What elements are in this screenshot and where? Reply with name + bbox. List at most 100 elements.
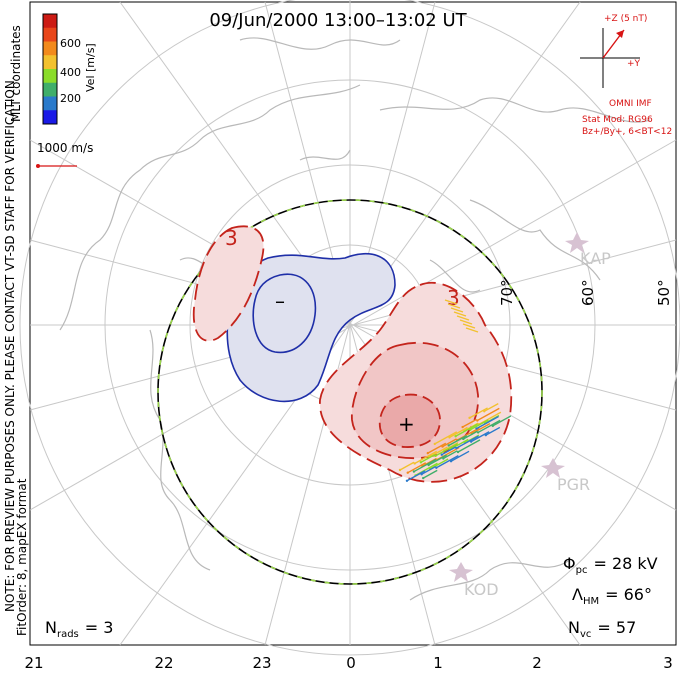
stat-model: Stat Mod: RG96 <box>582 115 653 125</box>
colorbar-swatch <box>43 96 57 111</box>
imf-z-label: +Z (5 nT) <box>604 14 647 24</box>
imf-source: OMNI IMF <box>609 99 652 109</box>
velocity-vector <box>469 407 488 419</box>
mlt-tick-23: 23 <box>252 654 271 672</box>
imf-y-label: +Y <box>627 59 641 69</box>
velocity-vector-origin <box>456 450 460 454</box>
contour-label-west: 3 <box>225 226 238 250</box>
velocity-vector-origin <box>476 431 480 434</box>
potential-min-marker: – <box>275 289 285 313</box>
velocity-vector <box>407 462 427 474</box>
station-label-kap: KAP <box>580 249 611 268</box>
plot-frame <box>29 1 677 646</box>
velocity-vector <box>476 407 500 422</box>
radar-count: Nrads = 3 <box>45 618 113 640</box>
negative-inner-contour <box>252 273 317 354</box>
station-label-pgr: PGR <box>557 475 590 494</box>
velocity-vector <box>442 438 457 448</box>
velocity-vector-origin <box>442 457 445 460</box>
velocity-colorbar <box>42 13 58 125</box>
velocity-vector <box>465 327 479 333</box>
velocity-vector <box>444 299 458 305</box>
colorbar-tick-200: 200 <box>60 92 81 105</box>
vector-count: Nvc = 57 <box>568 618 636 640</box>
colorbar-swatch <box>43 27 57 42</box>
velocity-vector <box>450 450 470 462</box>
mlt-tick-21: 21 <box>24 654 43 672</box>
colorbar-tick-600: 600 <box>60 37 81 50</box>
velocity-vector <box>476 415 499 430</box>
mlt-tick-2: 2 <box>532 654 542 672</box>
velocity-vector-origin <box>461 425 464 429</box>
velocity-vector-origin <box>398 468 402 472</box>
velocity-vector <box>462 323 476 329</box>
velocity-vector-origin <box>405 479 409 482</box>
mlt-tick-3: 3 <box>663 654 673 672</box>
velocity-vector-origin <box>476 419 479 422</box>
velocity-vector <box>414 450 438 465</box>
colorbar-swatch <box>43 14 57 29</box>
lat-label-60: 60° <box>579 279 597 306</box>
vector-scale-origin <box>36 164 40 168</box>
colorbar-swatch <box>43 41 57 56</box>
lat-label-70: 70° <box>498 279 516 306</box>
velocity-vector <box>463 430 478 440</box>
lat-label-50: 50° <box>655 279 673 306</box>
velocity-vectors <box>398 299 512 482</box>
colorbar-tick-400: 400 <box>60 66 81 79</box>
hm-boundary-dashes <box>157 199 543 585</box>
velocity-vector-origin <box>447 444 450 447</box>
velocity-vector-origin <box>440 453 443 456</box>
station-pgr: PGR <box>541 458 590 494</box>
coordinate-system-label: MLT coordinates <box>9 25 23 122</box>
velocity-vector <box>462 418 477 428</box>
velocity-vector <box>428 454 447 466</box>
map-title: 09/Jun/2000 13:00–13:02 UT <box>209 10 467 31</box>
velocity-vector-origin <box>441 445 444 448</box>
velocity-vector-origin <box>484 433 488 437</box>
positive-cell-west <box>192 225 265 342</box>
velocity-vector <box>427 442 447 454</box>
velocity-vector <box>453 311 467 317</box>
velocity-vector-origin <box>449 460 453 463</box>
velocity-vector <box>483 402 499 412</box>
velocity-vector-origin <box>468 416 471 420</box>
velocity-vector-origin <box>483 410 486 413</box>
velocity-vector <box>420 454 436 463</box>
velocity-vector-origin <box>433 442 436 446</box>
colorbar-unit-label: Vel [m/s] <box>84 43 97 92</box>
velocity-vector-origin <box>427 463 430 467</box>
velocity-vector-origin <box>419 461 423 464</box>
velocity-vector-origin <box>422 476 425 480</box>
velocity-vector <box>421 465 436 475</box>
velocity-vector-origin <box>462 437 465 441</box>
velocity-vector <box>457 439 481 453</box>
velocity-vector <box>436 455 459 469</box>
velocity-vector <box>492 415 512 427</box>
imf-clock: +Z (5 nT) +Y OMNI IMF Stat Mod: RG96 Bz+… <box>580 14 672 137</box>
positive-contour-3 <box>378 393 441 448</box>
velocity-vector <box>447 303 461 309</box>
velocity-vector <box>434 431 458 445</box>
colorbar-swatch <box>43 55 57 70</box>
velocity-vector <box>399 461 415 471</box>
fit-statistics: Φpc = 28 kV ΛHM = 66° Nvc = 57 Nrads = 3 <box>45 554 658 640</box>
velocity-vector-origin <box>406 471 409 474</box>
velocity-vector-origin <box>420 473 423 476</box>
velocity-vector <box>413 458 437 473</box>
mlt-axis: 21 22 23 0 1 2 3 <box>24 654 672 672</box>
velocity-vector <box>442 450 458 460</box>
colorbar-swatch <box>43 69 57 84</box>
velocity-vector <box>422 469 438 479</box>
velocity-vector <box>485 426 501 436</box>
cross-polar-potential: Φpc = 28 kV <box>563 554 658 576</box>
velocity-vector <box>449 426 468 439</box>
velocity-vector <box>470 431 490 443</box>
station-kod: KOD <box>449 562 499 599</box>
velocity-vector-origin <box>434 454 437 458</box>
velocity-vector <box>448 434 468 447</box>
velocity-vector-origin <box>455 446 458 450</box>
velocity-vector-origin <box>475 427 478 430</box>
colorbar-swatch <box>43 110 57 125</box>
